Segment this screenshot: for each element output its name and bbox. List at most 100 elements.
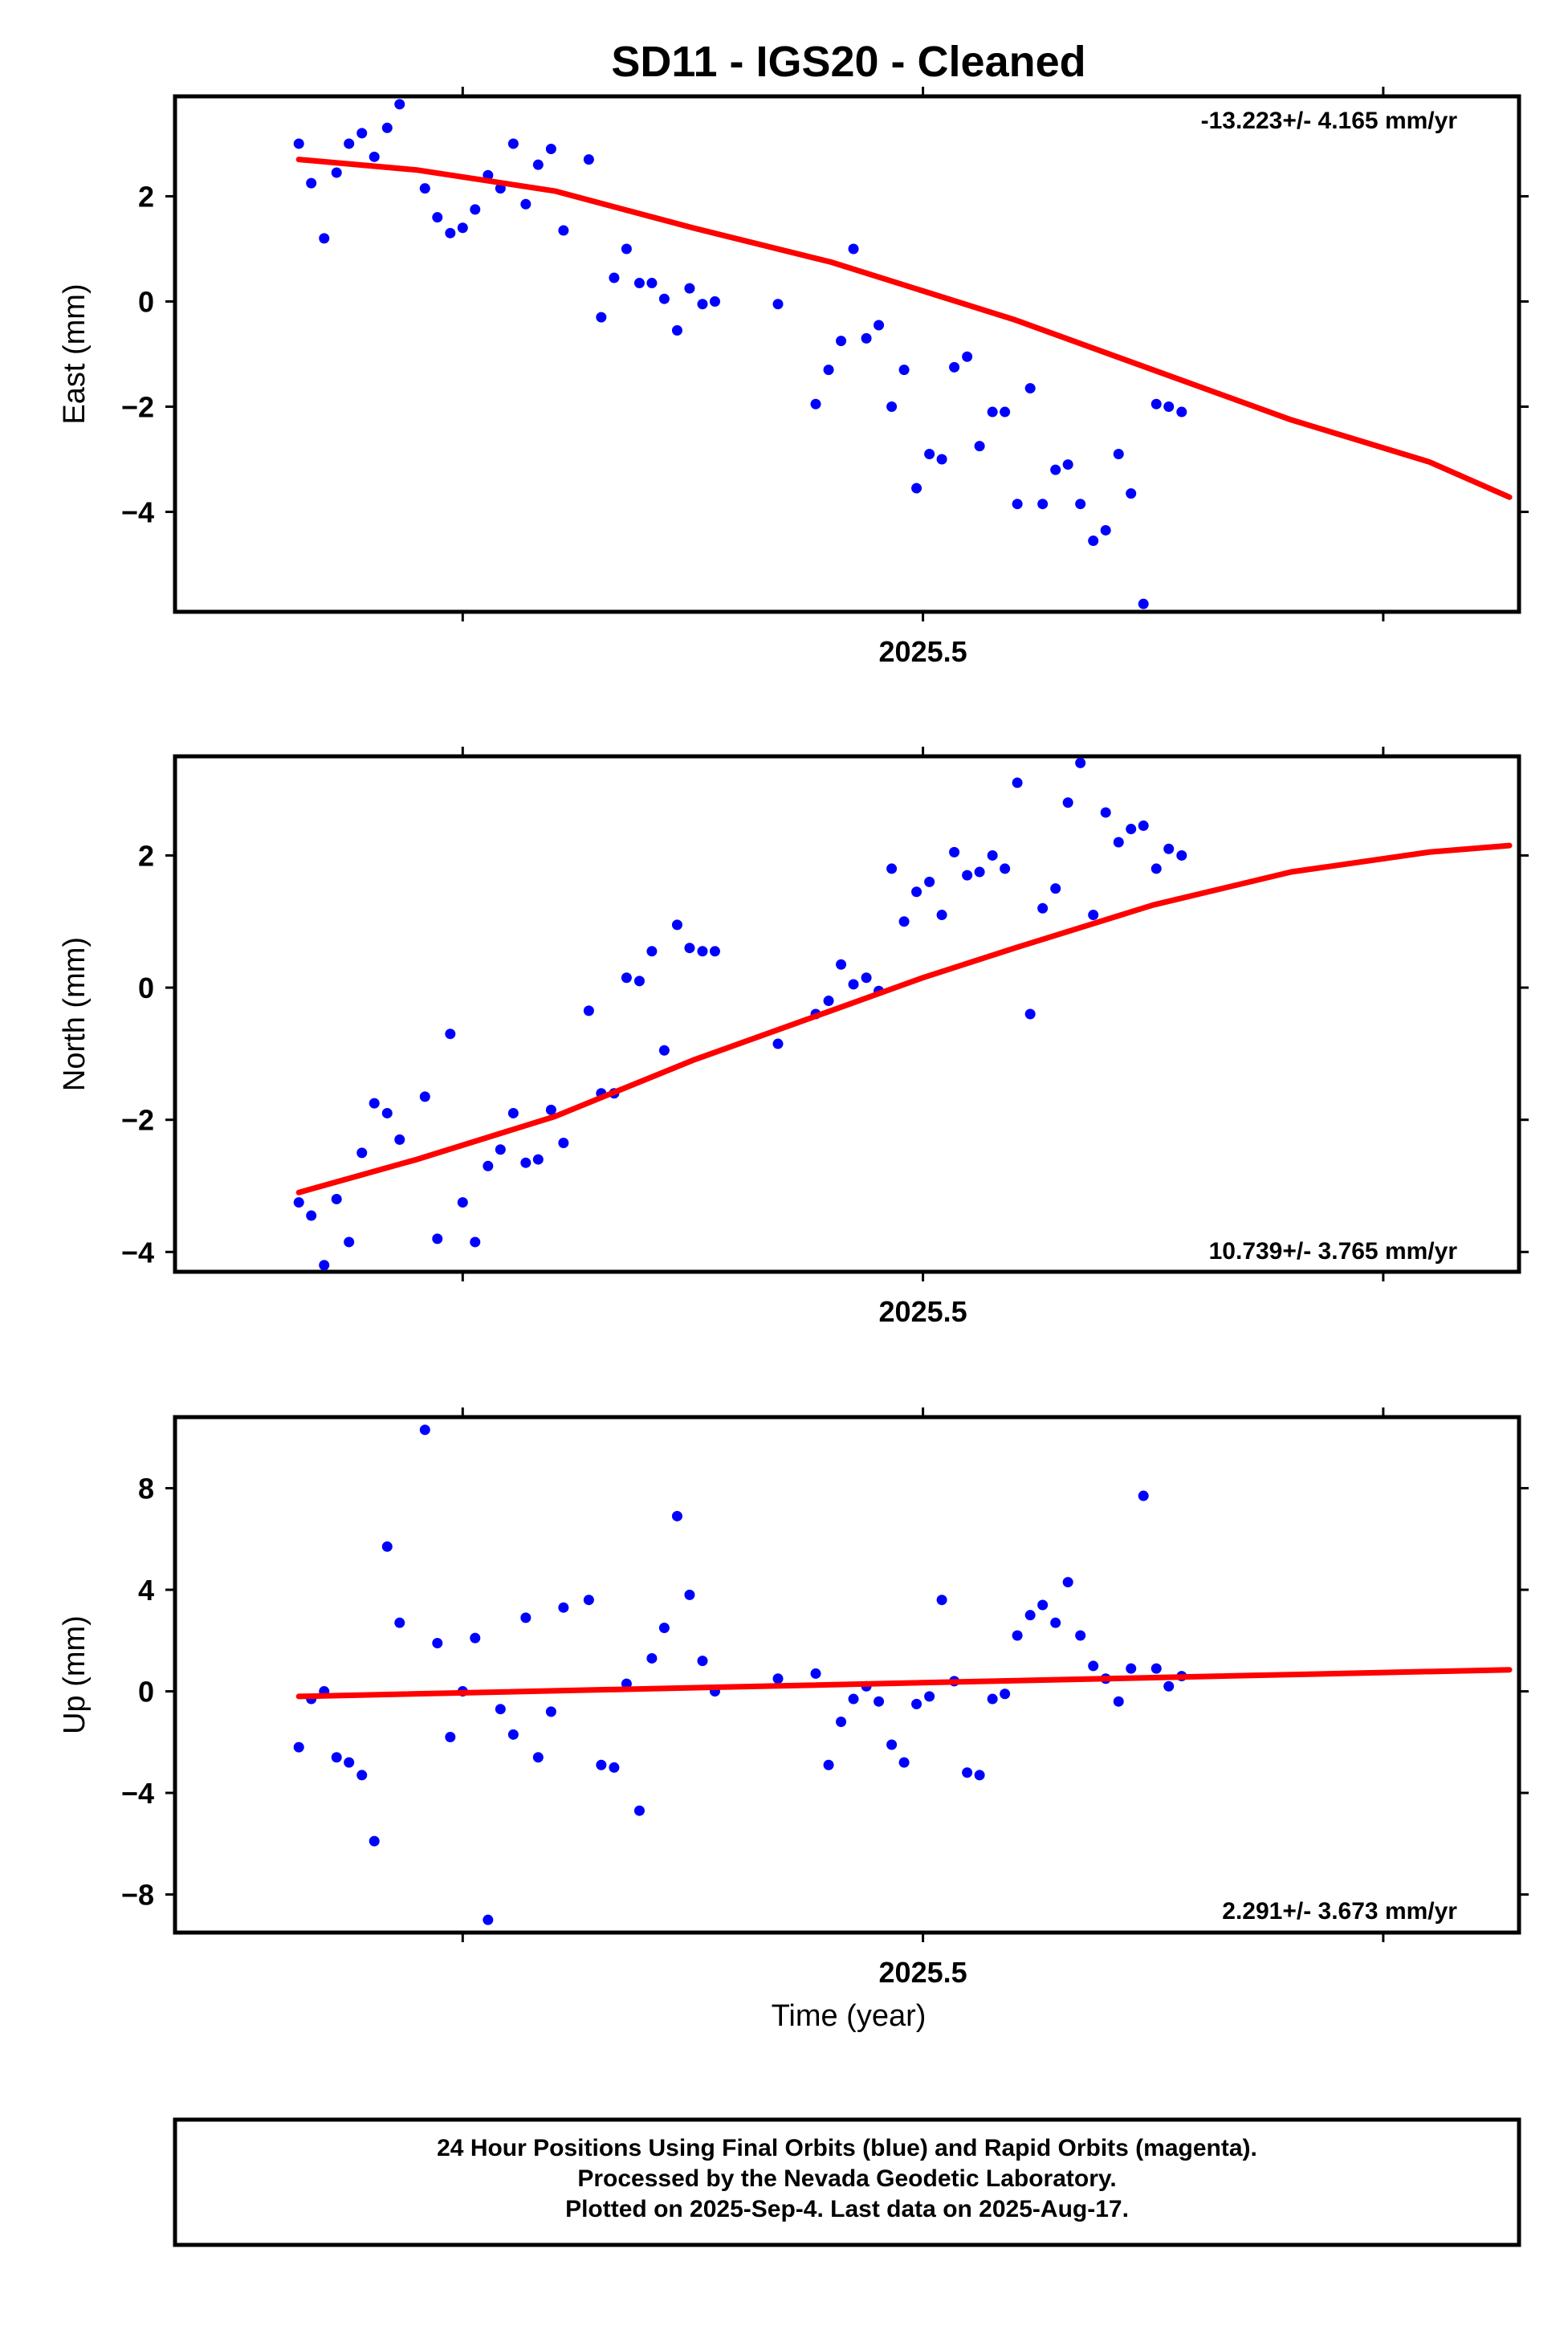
up-data-point — [898, 1757, 910, 1768]
up-data-point — [596, 1759, 607, 1770]
north-data-point — [772, 1038, 784, 1049]
north-data-point — [671, 919, 682, 931]
east-data-point — [697, 299, 708, 310]
east-data-point — [1113, 448, 1124, 459]
up-data-point — [646, 1652, 658, 1664]
east-data-point — [936, 454, 947, 465]
north-fit-line — [295, 842, 1513, 1196]
east-data-point — [886, 401, 898, 413]
east-data-point — [457, 222, 468, 234]
east-data-point — [293, 138, 304, 149]
up-data-point — [1062, 1577, 1073, 1588]
north-data-point — [1100, 807, 1111, 818]
east-data-point — [1000, 406, 1011, 418]
north-data-point — [1000, 863, 1011, 874]
north-data-point — [532, 1154, 544, 1165]
north-data-point — [1088, 910, 1099, 921]
footer-line-2: Processed by the Nevada Geodetic Laborat… — [577, 2165, 1116, 2192]
east-x-tick-label: 2025.5 — [879, 635, 967, 668]
north-data-point — [836, 959, 847, 970]
up-data-point — [369, 1835, 380, 1847]
up-data-point — [987, 1693, 998, 1705]
up-data-point — [671, 1510, 682, 1521]
north-data-point — [823, 996, 834, 1007]
up-data-point — [697, 1656, 708, 1667]
up-data-point — [633, 1805, 645, 1816]
east-data-point — [848, 243, 859, 255]
up-data-point — [520, 1612, 531, 1623]
up-data-point — [974, 1770, 985, 1781]
north-data-point — [924, 876, 935, 887]
east-data-point — [394, 99, 405, 110]
east-data-point — [432, 212, 443, 223]
up-data-point — [621, 1678, 632, 1689]
north-data-point — [1138, 820, 1149, 831]
north-data-point — [470, 1236, 481, 1248]
east-y-tick-label: 2 — [138, 180, 154, 213]
east-data-point — [911, 483, 922, 494]
east-data-point — [356, 128, 368, 139]
north-data-point — [583, 1005, 594, 1016]
up-fit-line — [295, 1667, 1513, 1700]
up-data-layer — [293, 1424, 1513, 1925]
north-data-layer — [293, 757, 1513, 1271]
north-data-point — [445, 1029, 456, 1040]
north-data-point — [658, 1045, 670, 1056]
up-y-tick-label: −8 — [121, 1879, 154, 1912]
up-y-tick-label: −4 — [121, 1777, 154, 1810]
north-data-point — [1024, 1008, 1036, 1020]
north-data-point — [306, 1210, 317, 1221]
east-data-point — [609, 272, 620, 283]
east-rate-label: -13.223+/- 4.165 mm/yr — [1201, 108, 1458, 134]
north-data-point — [319, 1260, 330, 1271]
up-data-point — [836, 1717, 847, 1728]
up-data-point — [1088, 1660, 1099, 1672]
east-data-point — [810, 398, 821, 409]
north-data-point — [483, 1160, 494, 1171]
north-data-point — [1037, 902, 1049, 914]
up-y-axis-label: Up (mm) — [58, 1615, 92, 1734]
north-data-point — [1075, 757, 1086, 768]
up-data-point — [1075, 1630, 1086, 1641]
north-data-point — [974, 866, 985, 878]
up-data-point — [848, 1693, 859, 1705]
east-data-point — [633, 278, 645, 289]
north-y-tick-label: 2 — [138, 839, 154, 872]
east-data-point — [445, 227, 456, 238]
up-plot-frame — [173, 1415, 1521, 1935]
north-data-point — [684, 943, 695, 954]
north-data-point — [861, 972, 872, 984]
figure-title: SD11 - IGS20 - Cleaned — [611, 38, 1085, 86]
east-data-point — [545, 144, 556, 155]
footer-line-1: 24 Hour Positions Using Final Orbits (bl… — [437, 2135, 1257, 2161]
east-data-point — [470, 204, 481, 215]
east-data-point — [331, 167, 342, 178]
north-data-point — [331, 1193, 342, 1204]
north-data-point — [520, 1157, 531, 1168]
up-data-point — [772, 1673, 784, 1684]
up-data-point — [532, 1752, 544, 1763]
up-data-point — [924, 1691, 935, 1702]
north-data-point — [1151, 863, 1162, 874]
up-rate-label: 2.291+/- 3.673 mm/yr — [1222, 1898, 1457, 1925]
east-data-point — [596, 312, 607, 323]
north-data-point — [848, 979, 859, 990]
north-rate-label: 10.739+/- 3.765 mm/yr — [1209, 1238, 1458, 1265]
up-data-point — [874, 1696, 885, 1707]
footer-box — [173, 2117, 1521, 2247]
east-data-point — [1024, 383, 1036, 394]
north-data-point — [1113, 837, 1124, 848]
up-data-point — [483, 1914, 494, 1925]
east-data-point — [1062, 459, 1073, 470]
up-data-point — [432, 1637, 443, 1648]
north-data-point — [949, 846, 960, 857]
north-data-point — [1163, 843, 1175, 854]
up-data-point — [344, 1757, 355, 1768]
up-data-point — [470, 1632, 481, 1644]
north-data-point — [369, 1098, 380, 1109]
up-data-point — [1012, 1630, 1023, 1641]
north-data-point — [936, 910, 947, 921]
north-data-point — [962, 870, 973, 881]
up-y-tick-label: 8 — [138, 1473, 154, 1505]
